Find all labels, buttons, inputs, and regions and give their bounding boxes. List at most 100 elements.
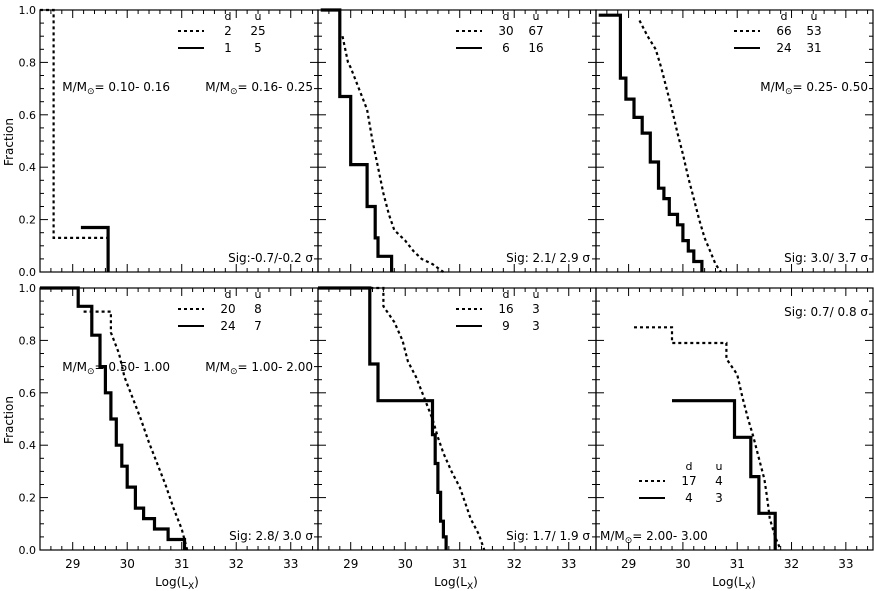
- legend-u-value: 67: [528, 24, 543, 38]
- xlabel-middle: Log(LX): [434, 575, 478, 591]
- legend: d u 17 4 4 3: [639, 460, 723, 505]
- legend-u-value: 3: [532, 302, 540, 316]
- y-tick-label: 0.4: [19, 161, 37, 174]
- legend: d u 30 67 6 16: [456, 10, 544, 55]
- series-solid-line: [80, 225, 110, 272]
- significance-label: Sig: 2.8/ 3.0 σ: [229, 529, 313, 543]
- legend-u-value: 3: [532, 319, 540, 333]
- ylabel-top: Fraction: [2, 118, 16, 166]
- legend-header-u: u: [811, 10, 818, 23]
- legend-header-u: u: [255, 10, 262, 23]
- legend-d-value: 6: [502, 41, 510, 55]
- x-tick-label: 32: [507, 557, 522, 571]
- panels-group: 0.0 0.2 0.4 0.6 0.8 1.0 d u 2 25 1 5 M/M⊙= 0.10- 0.1…: [19, 4, 874, 571]
- legend-d-value: 24: [776, 41, 791, 55]
- panel-top-left: 0.0 0.2 0.4 0.6 0.8 1.0 d u 2 25 1 5 M/M⊙= 0.10- 0.1…: [19, 4, 319, 279]
- x-tick-label: 31: [174, 557, 189, 571]
- legend-u-value: 31: [806, 41, 821, 55]
- significance-label: Sig: 1.7/ 1.9 σ: [506, 529, 590, 543]
- mass-range-label: M/M⊙= 0.10- 0.16: [62, 80, 170, 97]
- x-tick-label: 30: [398, 557, 413, 571]
- legend-u-value: 53: [806, 24, 821, 38]
- panel-bottom-right: 29 30 31 32 33 d u 17 4 4 3 M/M⊙= 2.00- 3.00 Sig: 0.…: [595, 287, 874, 571]
- series-solid-line: [40, 286, 187, 550]
- x-tick-label: 29: [621, 557, 636, 571]
- legend-u-value: 16: [528, 41, 543, 55]
- legend-u-value: 25: [250, 24, 265, 38]
- significance-label: Sig: 0.7/ 0.8 σ: [784, 305, 868, 319]
- series-solid-line: [598, 13, 704, 272]
- legend-u-value: 3: [715, 491, 723, 505]
- legend-header-d: d: [225, 288, 232, 301]
- legend-d-value: 66: [776, 24, 791, 38]
- series-solid-line: [318, 286, 448, 550]
- legend: d u 66 53 24 31: [734, 10, 822, 55]
- x-tick-label: 32: [784, 557, 799, 571]
- y-tick-label: 0.6: [19, 387, 37, 400]
- legend-u-value: 4: [715, 474, 723, 488]
- legend-d-value: 1: [224, 41, 232, 55]
- legend-d-value: 16: [498, 302, 513, 316]
- legend-d-value: 30: [498, 24, 513, 38]
- series-dotted-line: [83, 310, 189, 551]
- panel-frame: [39, 287, 319, 551]
- mass-range-label: M/M⊙= 2.00- 3.00: [600, 529, 708, 546]
- y-tick-label: 0.0: [19, 544, 37, 557]
- x-tick-label: 30: [120, 557, 135, 571]
- legend-header-d: d: [781, 10, 788, 23]
- y-tick-label: 0.2: [19, 214, 37, 227]
- legend-d-value: 9: [502, 319, 510, 333]
- mass-range-label: M/M⊙= 0.16- 0.25: [205, 80, 313, 97]
- significance-label: Sig:-0.7/-0.2 σ: [228, 251, 313, 265]
- y-tick-label: 0.8: [19, 56, 37, 69]
- x-tick-label: 29: [343, 557, 358, 571]
- legend-d-value: 4: [685, 491, 693, 505]
- panel-bottom-left: 29 30 31 32 33 0.0 0.2 0.4 0.6 0.8 1.0 d u 20 8 24 7 M/M⊙…: [19, 282, 319, 571]
- legend-u-value: 8: [254, 302, 262, 316]
- legend-header-u: u: [716, 460, 723, 473]
- y-tick-label: 1.0: [19, 282, 37, 295]
- ylabel-bottom: Fraction: [2, 396, 16, 444]
- legend-d-value: 20: [220, 302, 235, 316]
- legend: d u 16 3 9 3: [456, 288, 540, 333]
- legend-header-d: d: [225, 10, 232, 23]
- mass-range-label: M/M⊙= 0.50- 1.00: [62, 360, 170, 377]
- legend-d-value: 24: [220, 319, 235, 333]
- panel-top-middle: d u 30 67 6 16 M/M⊙= 0.16- 0.25 Sig: 2.1/ 2.9 σ: [205, 8, 597, 273]
- panel-frame: [39, 9, 319, 273]
- y-tick-label: 0.6: [19, 109, 37, 122]
- x-tick-label: 32: [229, 557, 244, 571]
- x-tick-label: 33: [561, 557, 576, 571]
- y-tick-label: 1.0: [19, 4, 37, 17]
- x-tick-label: 33: [838, 557, 853, 571]
- xlabel-left: Log(LX): [155, 575, 199, 591]
- x-tick-label: 29: [65, 557, 80, 571]
- legend-u-value: 5: [254, 41, 262, 55]
- legend-header-u: u: [255, 288, 262, 301]
- panel-frame: [317, 287, 597, 551]
- x-tick-label: 31: [730, 557, 745, 571]
- legend: d u 2 25 1 5: [178, 10, 266, 55]
- legend-u-value: 7: [254, 319, 262, 333]
- y-tick-label: 0.8: [19, 334, 37, 347]
- legend-header-d: d: [503, 10, 510, 23]
- significance-label: Sig: 2.1/ 2.9 σ: [506, 251, 590, 265]
- significance-label: Sig: 3.0/ 3.7 σ: [784, 251, 868, 265]
- panel-bottom-middle: 29 30 31 32 33 d u 16 3 9 3 M/M⊙= 1.00- 2.00 Sig: 1.…: [205, 286, 597, 571]
- y-tick-label: 0.4: [19, 439, 37, 452]
- series-solid-line: [672, 399, 777, 550]
- mass-range-label: M/M⊙= 1.00- 2.00: [205, 360, 313, 377]
- legend: d u 20 8 24 7: [178, 288, 262, 333]
- legend-header-d: d: [503, 288, 510, 301]
- y-tick-label: 0.0: [19, 266, 37, 279]
- legend-d-value: 17: [681, 474, 696, 488]
- y-tick-label: 0.2: [19, 492, 37, 505]
- legend-header-u: u: [533, 288, 540, 301]
- legend-header-u: u: [533, 10, 540, 23]
- series-dotted-line: [634, 326, 782, 551]
- panel-frame: [317, 9, 597, 273]
- legend-d-value: 2: [224, 24, 232, 38]
- series-dotted-line: [40, 8, 109, 239]
- x-tick-label: 33: [283, 557, 298, 571]
